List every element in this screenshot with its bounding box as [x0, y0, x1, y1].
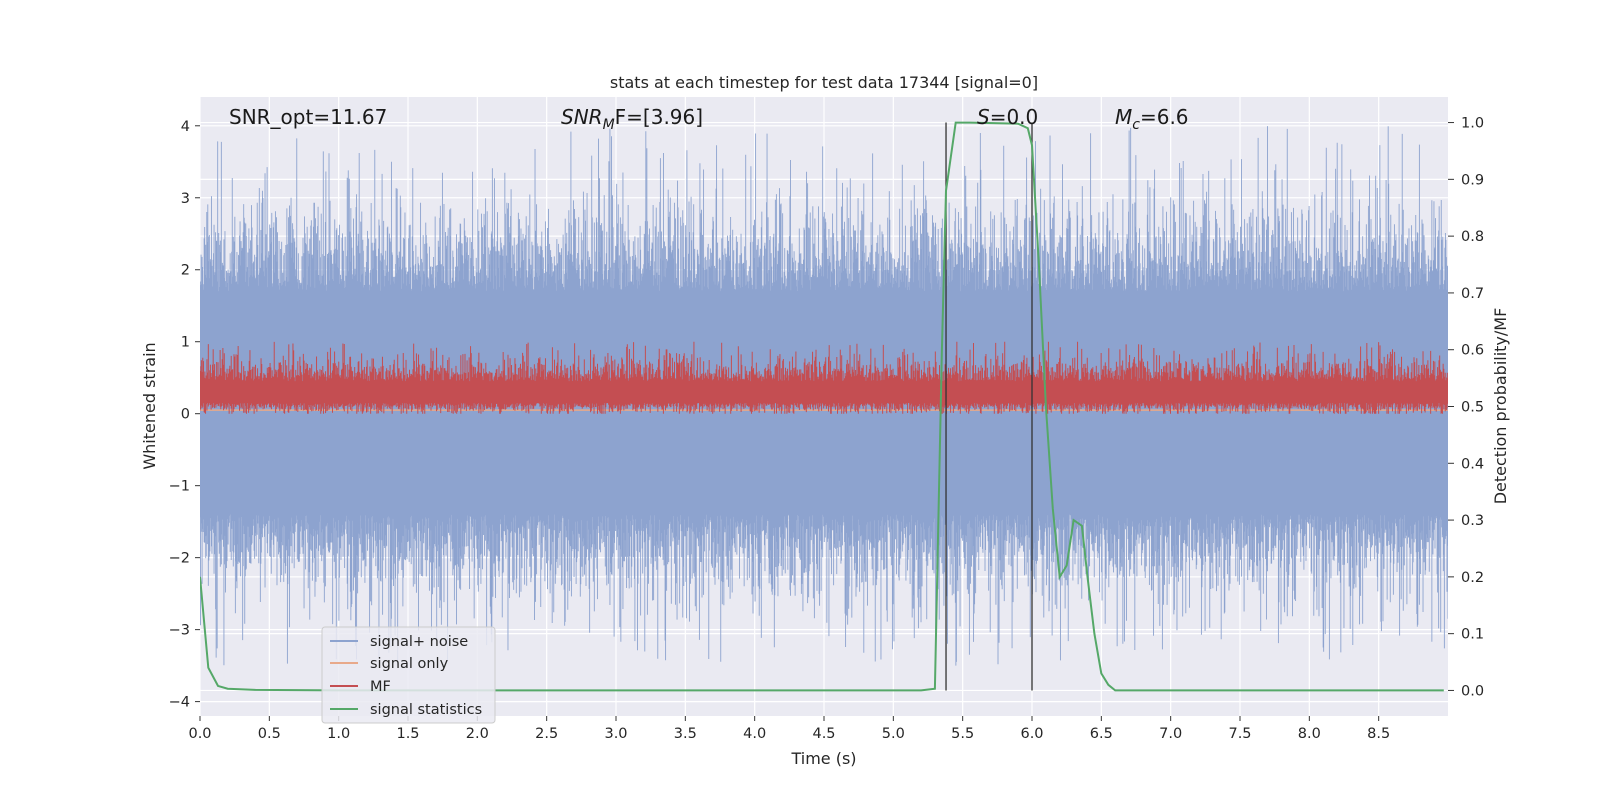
x-tick-label-5: 2.5 [535, 726, 558, 742]
x-axis-label: Time (s) [790, 749, 856, 768]
x-tick-label-4: 2.0 [466, 726, 489, 742]
x-tick-label-7: 3.5 [674, 726, 697, 742]
y-left-tick-label-4: 0 [181, 407, 190, 423]
y-left-tick-label-0: −4 [169, 695, 190, 711]
x-tick-label-0: 0.0 [188, 726, 211, 742]
x-tick-label-11: 5.5 [951, 726, 974, 742]
x-tick-label-8: 4.0 [743, 726, 766, 742]
chart-title: stats at each timestep for test data 173… [610, 73, 1038, 92]
x-tick-label-3: 1.5 [396, 726, 419, 742]
y-right-tick-label-2: 0.2 [1461, 570, 1484, 586]
y-left-tick-label-2: −2 [169, 551, 190, 567]
x-tick-label-13: 6.5 [1090, 726, 1113, 742]
legend-label-signal-statistics: signal statistics [370, 702, 482, 718]
y-right-tick-label-9: 0.9 [1461, 172, 1484, 188]
y-right-tick-label-7: 0.7 [1461, 286, 1484, 302]
y-right-tick-label-5: 0.5 [1461, 400, 1484, 416]
x-tick-label-16: 8.0 [1298, 726, 1321, 742]
legend: signal+ noise signal only MF signal stat… [321, 626, 496, 724]
annotation-mc-value: Mc=6.6 [1115, 105, 1189, 133]
x-tick-label-2: 1.0 [327, 726, 350, 742]
legend-label-signal-noise: signal+ noise [370, 634, 468, 650]
y-left-tick-label-7: 3 [181, 191, 190, 207]
y-right-axis-label: Detection probability/MF [1491, 308, 1510, 505]
y-left-tick-label-8: 4 [181, 119, 190, 135]
y-right-tick-label-0: 0.0 [1461, 683, 1484, 699]
annotation-s-value: S=0.0 [977, 105, 1038, 129]
y-right-tick-label-1: 0.1 [1461, 627, 1484, 643]
y-right-tick-label-6: 0.6 [1461, 343, 1484, 359]
x-tick-label-14: 7.0 [1159, 726, 1182, 742]
legend-box [321, 626, 496, 724]
x-tick-label-10: 5.0 [882, 726, 905, 742]
legend-label-signal-only: signal only [370, 656, 449, 672]
x-tick-label-9: 4.5 [812, 726, 835, 742]
y-right-axis-ticks: 0.0 0.1 0.2 0.3 0.4 0.5 0.6 0.7 0.8 0.9 1.0 [1448, 116, 1484, 699]
x-tick-label-1: 0.5 [258, 726, 281, 742]
y-left-tick-label-1: −3 [169, 623, 190, 639]
y-left-tick-label-3: −1 [169, 479, 190, 495]
y-right-tick-label-10: 1.0 [1461, 116, 1484, 132]
x-tick-label-6: 3.0 [604, 726, 627, 742]
annotation-snr-opt: SNR_opt=11.67 [229, 105, 387, 129]
y-right-tick-label-8: 0.8 [1461, 229, 1484, 245]
y-right-tick-label-3: 0.3 [1461, 513, 1484, 529]
y-left-tick-label-6: 2 [181, 263, 190, 279]
annotation-snr-mf: SNRMF=[3.96] [561, 105, 703, 133]
x-tick-label-17: 8.5 [1367, 726, 1390, 742]
y-right-tick-label-4: 0.4 [1461, 456, 1484, 472]
y-left-axis-label: Whitened strain [140, 342, 159, 469]
x-tick-label-15: 7.5 [1228, 726, 1251, 742]
y-left-axis-ticks: −4 −3 −2 −1 0 1 2 3 4 [169, 119, 200, 711]
x-tick-label-12: 6.0 [1020, 726, 1043, 742]
x-axis-ticks: 0.0 0.5 1.0 1.5 2.0 2.5 3.0 3.5 4.0 4.5 5.0 5.5 6.0 6… [188, 716, 1390, 742]
y-left-tick-label-5: 1 [181, 335, 190, 351]
legend-label-mf: MF [370, 679, 391, 695]
